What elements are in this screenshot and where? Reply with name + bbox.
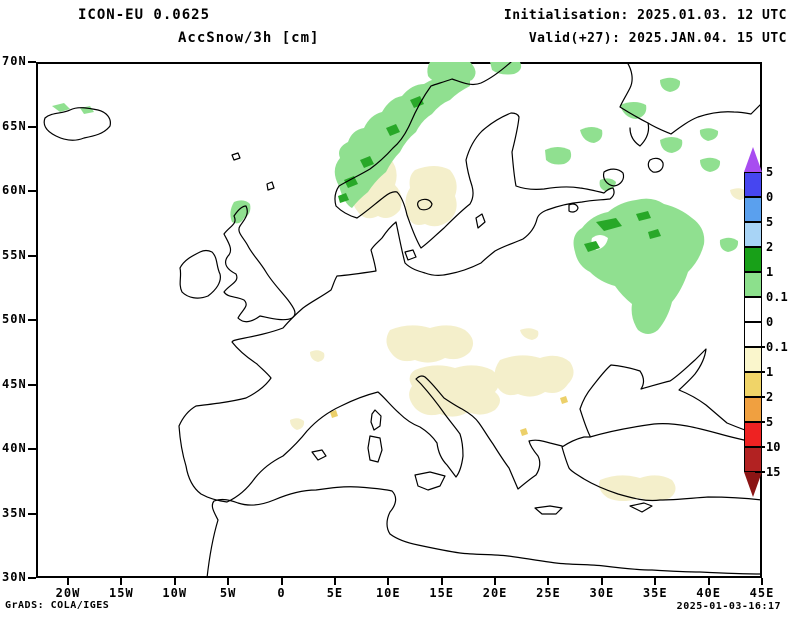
colorbar-segment (744, 272, 762, 297)
lon-label: 15E (429, 586, 455, 600)
lon-tick (333, 578, 336, 585)
colorbar-tick (755, 471, 765, 473)
colorbar-arrow-down (744, 472, 762, 497)
lat-label: 30N (2, 570, 27, 584)
lon-tick (387, 578, 390, 585)
colorbar-label: 0 (766, 315, 774, 329)
lon-tick (761, 578, 763, 585)
lon-label: 40E (696, 586, 721, 600)
lon-label: 30E (589, 586, 615, 600)
coastlines (43, 62, 762, 578)
lat-label: 40N (2, 441, 27, 455)
lat-label: 45N (2, 376, 27, 391)
colorbar-tick (755, 396, 765, 398)
colorbar-segment (744, 222, 762, 247)
lon-label: 25E (536, 586, 561, 600)
colorbar-label: 2 (766, 240, 774, 254)
lon-tick (440, 578, 443, 585)
lat-label: 60N (2, 183, 27, 197)
snow-shading-yellow (290, 154, 747, 501)
lat-tick (28, 254, 36, 257)
colorbar-label: 10 (766, 440, 781, 454)
lat-label: 55N (2, 247, 27, 262)
lon-label: 10E (375, 586, 401, 600)
lon-label: 35E (642, 586, 668, 600)
colorbar-segment (744, 397, 762, 422)
lon-label: 15W (109, 586, 134, 600)
lat-label: 65N (2, 118, 27, 133)
colorbar-label: 0 (766, 190, 774, 204)
colorbar-label: 0.1 (766, 340, 788, 354)
lon-tick (280, 578, 283, 585)
lon-label: 20W (55, 586, 81, 600)
lon-label: 45E (749, 586, 775, 600)
lon-tick (707, 578, 710, 585)
lat-tick (28, 512, 36, 515)
lat-tick (28, 577, 36, 579)
colorbar-label: 1 (766, 265, 774, 279)
lat-tick (28, 190, 36, 192)
grads-credit: GrADS: COLA/IGES (5, 600, 110, 611)
lat-tick (28, 448, 36, 450)
colorbar-label: 2 (766, 390, 774, 404)
lat-tick (28, 383, 36, 386)
lat-tick (28, 61, 36, 63)
colorbar-tick (755, 346, 765, 348)
lon-tick (547, 578, 550, 585)
lon-label: 10W (162, 586, 188, 600)
europe-map (43, 62, 762, 578)
colorbar-tick (755, 446, 765, 448)
lon-label: 20E (482, 586, 508, 600)
shading-gold-spots (330, 396, 568, 436)
product-title: AccSnow/3h [cm] (178, 30, 320, 46)
lat-label: 35N (2, 505, 27, 520)
valid-time: Valid(+27): 2025.JAN.04. 15 UTC (528, 31, 787, 46)
colorbar-arrow-up (744, 147, 762, 172)
lat-tick (28, 125, 36, 128)
colorbar-label: 5 (766, 165, 774, 179)
colorbar-segment (744, 172, 762, 197)
colorbar-segment (744, 372, 762, 397)
init-time: Initialisation: 2025.01.03. 12 UTC (503, 8, 787, 23)
colorbar-segment (744, 347, 762, 372)
lon-label: 5W (219, 586, 237, 600)
lon-tick (654, 578, 657, 585)
lat-label: 50N (2, 312, 27, 326)
colorbar-segment (744, 197, 762, 222)
model-title: ICON-EU 0.0625 (78, 7, 211, 23)
lat-label: 70N (2, 54, 27, 68)
colorbar-label: 15 (766, 465, 781, 479)
lat-tick (28, 319, 36, 321)
creation-timestamp: 2025-01-03-16:17 (676, 601, 781, 612)
colorbar-tick (755, 371, 765, 373)
snow-shading-dark-green (338, 96, 661, 252)
colorbar-label: 1 (766, 365, 774, 379)
colorbar-segment (744, 447, 762, 472)
colorbar-label: 0.1 (766, 290, 788, 304)
colorbar-segment (744, 297, 762, 322)
lon-tick (600, 578, 603, 585)
colorbar-segment (744, 322, 762, 347)
lon-tick (227, 578, 230, 585)
lon-label: 0 (277, 586, 286, 600)
colorbar-label: 5 (766, 415, 774, 429)
colorbar-segment (744, 422, 762, 447)
lon-tick (120, 578, 123, 585)
colorbar-label: 5 (766, 215, 774, 229)
colorbar-segment (744, 247, 762, 272)
lon-tick (494, 578, 497, 585)
lon-label: 5E (326, 586, 344, 600)
colorbar-tick (755, 421, 765, 423)
lon-tick (173, 578, 176, 585)
lon-tick (67, 578, 69, 585)
